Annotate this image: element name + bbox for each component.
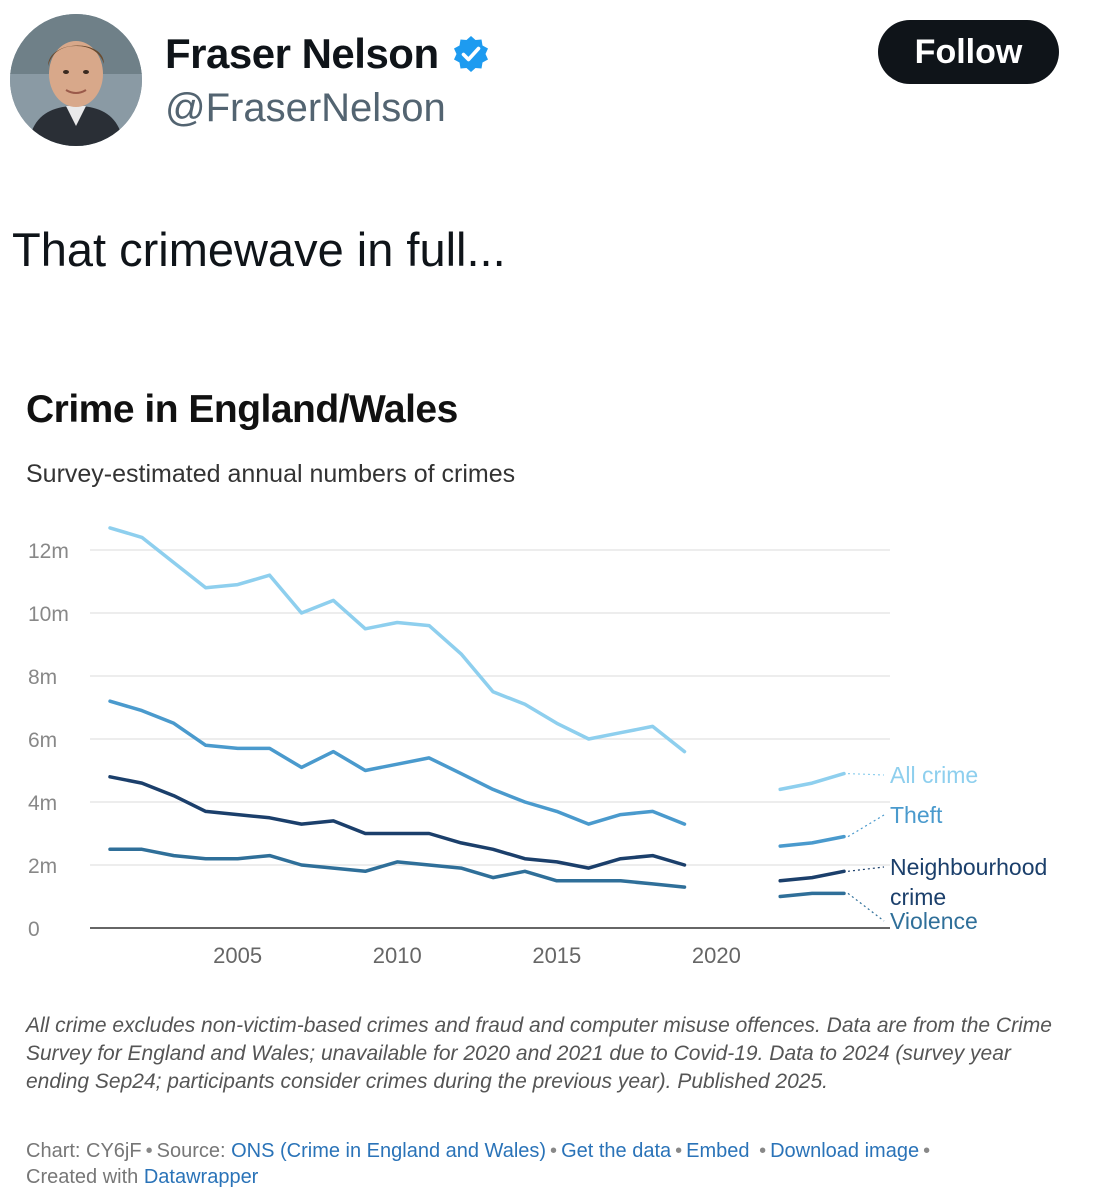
y-tick-label: 12m — [28, 540, 69, 563]
series-line — [778, 891, 846, 899]
embed-link[interactable]: Embed — [686, 1140, 750, 1162]
legend-label: Neighbourhood — [890, 854, 1047, 880]
legend-leader — [847, 773, 885, 776]
y-tick-label: 6m — [28, 729, 57, 752]
chart-footer: Chart: CY6jF • Source: ONS (Crime in Engla… — [26, 1140, 931, 1188]
y-tick-label: 0 — [28, 918, 40, 941]
avatar[interactable] — [10, 14, 142, 146]
x-tick-label: 2005 — [213, 943, 262, 968]
series-line — [108, 526, 687, 754]
series-line — [108, 775, 687, 870]
y-tick-label: 8m — [28, 666, 57, 689]
series-line — [108, 847, 687, 889]
series-line — [108, 699, 687, 826]
legend-leader — [847, 866, 885, 872]
x-tick-label: 2015 — [532, 943, 581, 968]
line-chart: 0 2m 4m 6m 8m 10m 12m 2005 2010 2015 2020 All crime… — [28, 526, 1047, 968]
y-tick-label: 2m — [28, 855, 57, 878]
legend-label: Violence — [890, 908, 978, 934]
get-data-link[interactable]: Get the data — [561, 1140, 672, 1162]
follow-button[interactable]: Follow — [878, 20, 1059, 84]
series-line — [778, 771, 846, 792]
legend-leader — [847, 892, 885, 922]
series-line — [778, 869, 846, 883]
handle[interactable]: @FraserNelson — [165, 86, 446, 130]
verified-badge-icon — [453, 36, 488, 72]
chart-notes: All crime excludes non-victim-based crim… — [26, 1014, 1052, 1093]
x-tick-label: 2010 — [373, 943, 422, 968]
series-line — [778, 834, 846, 848]
tweet-text: That crimewave in full... — [12, 223, 506, 276]
source-prefix: Source: — [156, 1140, 226, 1162]
source-link[interactable]: ONS (Crime in England and Wales) — [231, 1140, 547, 1162]
display-name[interactable]: Fraser Nelson — [165, 30, 439, 77]
legend-label: crime — [890, 884, 946, 910]
legend-label: Theft — [890, 802, 943, 828]
legend-label: All crime — [890, 762, 978, 788]
download-image-link[interactable]: Download image — [770, 1140, 920, 1162]
x-tick-label: 2020 — [692, 943, 741, 968]
chart-subtitle: Survey-estimated annual numbers of crime… — [26, 460, 516, 488]
y-tick-label: 10m — [28, 603, 69, 626]
y-tick-label: 4m — [28, 792, 57, 815]
avatar-image — [10, 14, 142, 146]
legend-leader — [847, 814, 885, 838]
created-prefix: Created with — [26, 1166, 139, 1188]
chart-id: Chart: CY6jF — [26, 1140, 142, 1162]
author-name-row: Fraser Nelson — [165, 30, 491, 78]
chart-title: Crime in England/Wales — [26, 388, 458, 431]
datawrapper-link[interactable]: Datawrapper — [143, 1166, 259, 1188]
